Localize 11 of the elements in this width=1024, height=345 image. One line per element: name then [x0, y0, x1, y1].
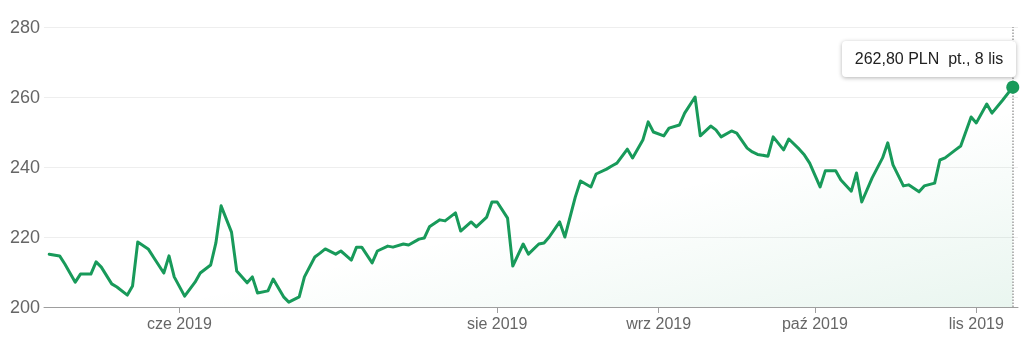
x-tick-label: cze 2019	[146, 314, 212, 332]
y-tick-label: 260	[9, 87, 40, 107]
y-tick-label: 280	[9, 17, 40, 37]
x-tick-label: lis 2019	[948, 314, 1004, 332]
y-tick-label: 220	[9, 227, 40, 247]
x-tick-label: sie 2019	[466, 314, 528, 332]
y-tick-label: 200	[9, 297, 40, 317]
x-tick-label: paź 2019	[781, 314, 848, 332]
x-tick-label: wrz 2019	[625, 314, 692, 332]
annotation: 262,80 PLN pt., 8 lis	[841, 41, 1017, 78]
y-tick-label: 240	[9, 157, 40, 177]
